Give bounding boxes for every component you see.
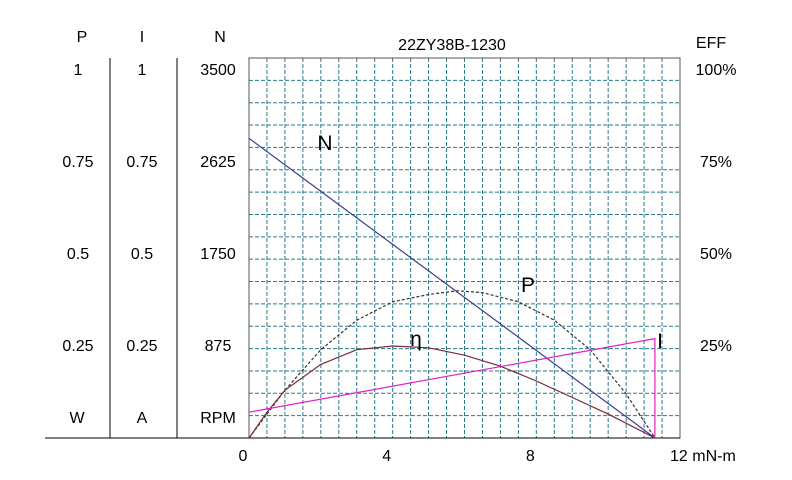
axis-eff-tick-label: 25% <box>700 338 732 355</box>
x-tick-label: 8 <box>526 448 535 465</box>
axis-i-tick-label: 0.75 <box>126 154 157 171</box>
axis-p-tick-label: 0.5 <box>67 246 89 263</box>
axis-p-unit: W <box>69 410 85 427</box>
axis-eff-tick-label: 50% <box>700 246 732 263</box>
series-label-eff: η <box>410 328 422 351</box>
axis-n-tick-label: 1750 <box>200 246 236 263</box>
axis-p-tick-label: 0.75 <box>62 154 93 171</box>
axis-eff-name: EFF <box>696 35 726 52</box>
axis-p-tick-label: 0.25 <box>62 338 93 355</box>
x-tick-label: 0 <box>239 448 248 465</box>
axis-i-unit: A <box>137 410 148 427</box>
x-tick-label: 12 mN-m <box>670 448 736 465</box>
axis-p-name: P <box>77 29 88 46</box>
label-group: 22ZY38B-1230 P I N EFF W A RPM 1 0.75 0.5 0… <box>62 29 736 465</box>
chart-title: 22ZY38B-1230 <box>398 37 506 54</box>
axis-i-tick-label: 0.25 <box>126 338 157 355</box>
series-i-line <box>248 337 656 438</box>
axis-i-name: I <box>140 29 144 46</box>
axis-n-tick-label: 3500 <box>200 62 236 79</box>
axis-eff-tick-label: 75% <box>700 154 732 171</box>
series-group <box>248 137 656 439</box>
series-label-i: I <box>657 330 663 353</box>
x-tick-label: 4 <box>382 448 391 465</box>
plot-grid <box>249 58 680 438</box>
axis-n-name: N <box>214 29 226 46</box>
axis-n-tick-label: 875 <box>205 338 232 355</box>
axis-frame <box>45 57 681 439</box>
series-n-line <box>248 137 656 439</box>
axis-n-tick-label: 2625 <box>200 154 236 171</box>
axis-p-tick-label: 1 <box>74 62 83 79</box>
series-label-n: N <box>317 132 332 155</box>
series-eff-line <box>248 345 656 439</box>
axis-i-tick-label: 0.5 <box>131 246 153 263</box>
axis-n-unit: RPM <box>200 410 236 427</box>
axis-i-tick-label: 1 <box>138 62 147 79</box>
series-label-p: P <box>521 274 535 297</box>
axis-eff-tick-label: 100% <box>696 62 737 79</box>
series-p-line <box>248 290 656 439</box>
